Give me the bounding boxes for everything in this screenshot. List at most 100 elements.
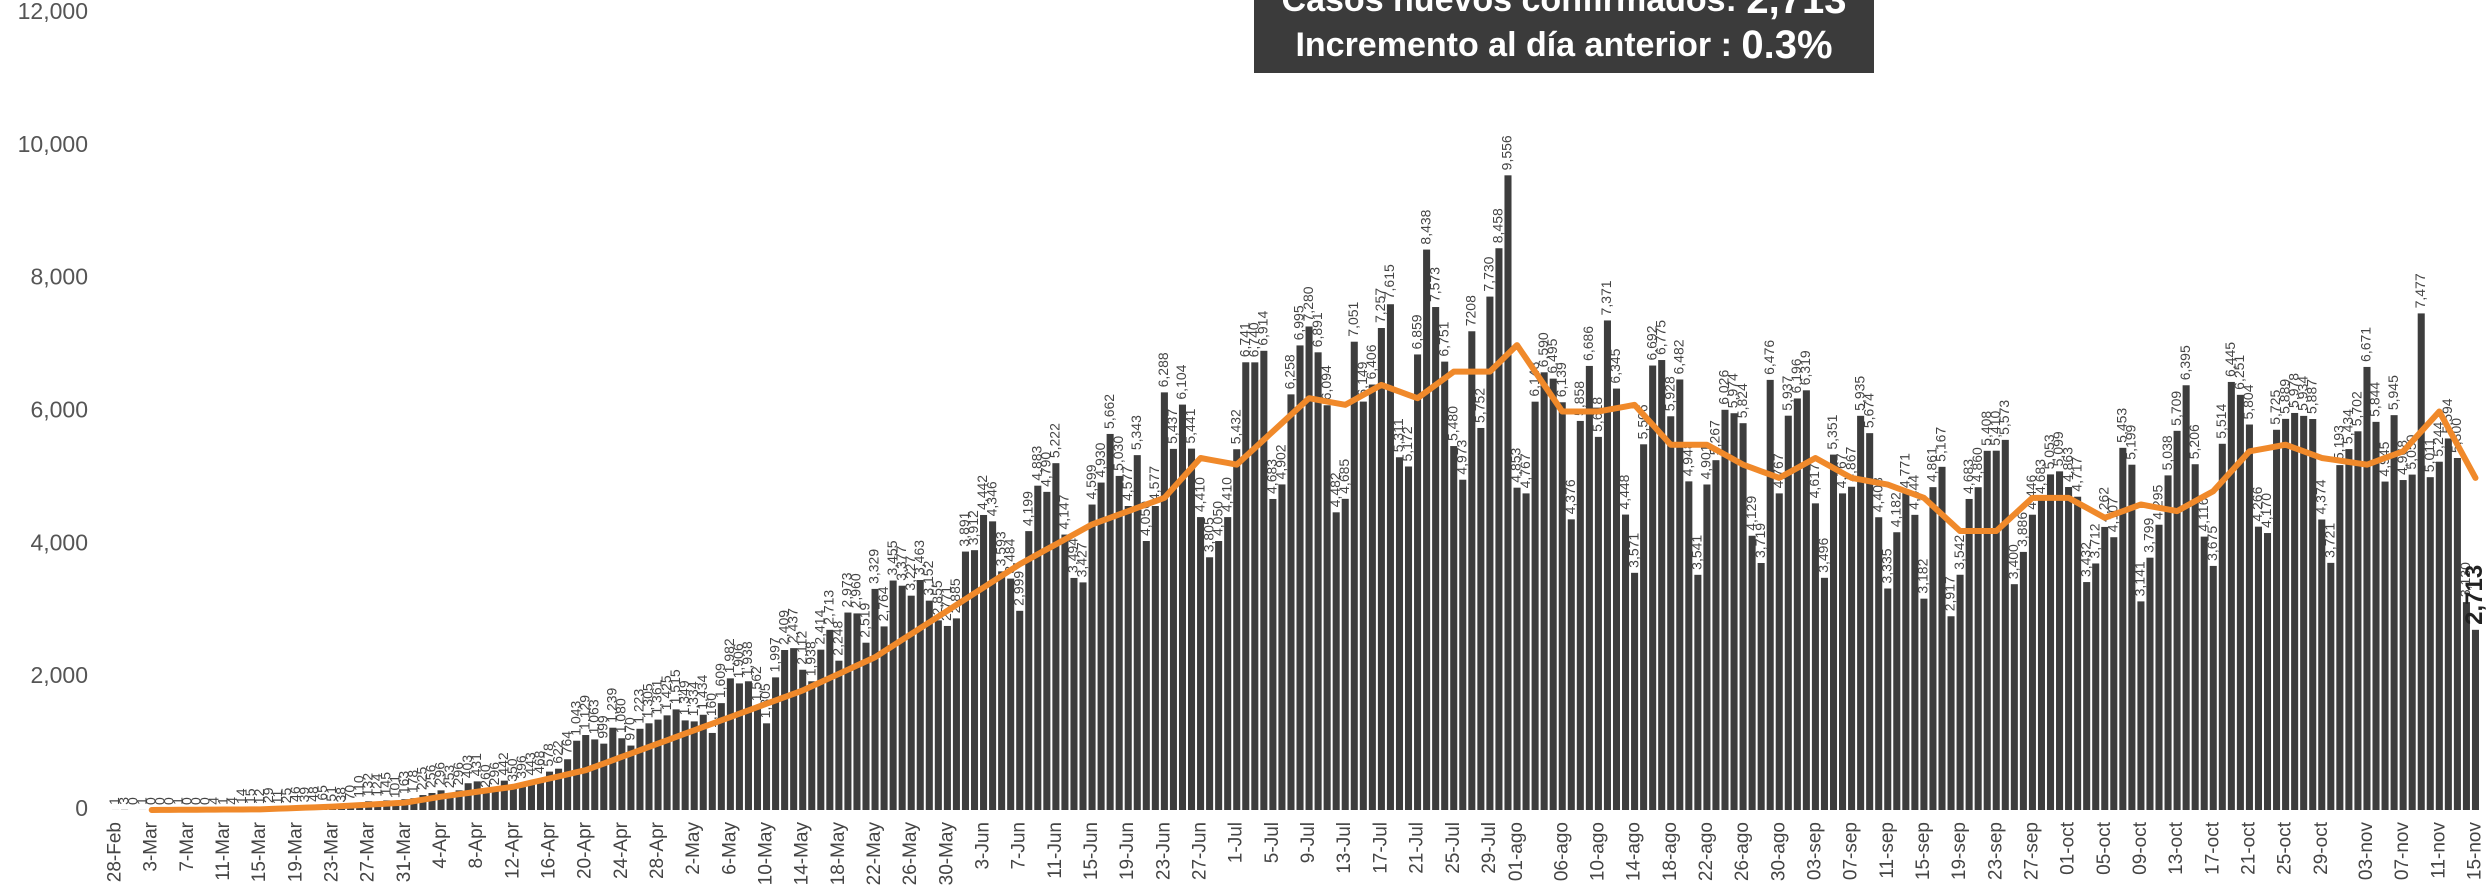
bar [2046,474,2055,810]
value-label: 4,930 [1092,442,1108,477]
bar [1007,578,1015,810]
value-label: 2,713 [821,590,837,625]
x-tick-label: 01-ago [1506,822,1527,881]
bar [1332,512,1340,810]
x-tick-label: 05-oct [2094,821,2115,875]
x-tick-label: 21-Jul [1407,822,1428,874]
bar [2363,366,2371,810]
value-label: 1,063 [585,699,601,734]
x-tick-label: 18-May [828,822,849,886]
value-label: 12 [251,788,267,804]
bar [1359,401,1367,810]
value-label: 65 [314,785,330,801]
value-label: 296 [432,762,448,786]
value-label: 3,891 [956,511,972,546]
bar [1432,307,1440,810]
bar [446,793,454,810]
value-label: 5,099 [2050,431,2066,466]
x-tick-label: 25-Jul [1443,822,1464,874]
bar [536,778,545,810]
bar [699,714,707,810]
value-label: 7208 [1463,295,1479,326]
value-label: 48 [305,786,321,802]
value-label: 4,482 [1327,472,1343,507]
value-label: 6,104 [1173,364,1189,399]
bar [1929,487,1937,810]
bar [1884,588,1892,810]
x-tick-label: 17-oct [2202,821,2223,875]
bar [1938,466,1946,810]
bar [1197,517,1205,810]
value-label: 1 [133,797,149,805]
bar [1540,372,1548,810]
bar [2390,415,2398,810]
value-label: 1,938 [802,641,818,676]
bar [2191,464,2199,810]
bar [1947,616,1955,810]
bar [1622,514,1630,810]
value-label: 1,906 [730,643,746,678]
bar [2182,385,2190,810]
bar [2426,477,2434,810]
bar [1296,345,1304,810]
value-label: 296 [450,762,466,786]
value-label: 0 [188,797,204,805]
bar [654,719,662,810]
value-label: 5,945 [2385,375,2401,410]
annotation-line: Incremento al día anterior : 0.3% [1295,23,1832,67]
value-label: 4,410 [1191,477,1207,512]
value-label: 5,480 [1444,406,1460,441]
bar [2037,498,2045,810]
value-label: 4,442 [974,475,990,510]
bar [2372,421,2380,810]
bar [989,521,997,810]
value-label: 2,973 [839,572,855,607]
bar [1260,350,1268,810]
bar [2056,471,2064,810]
value-label: 5,038 [2159,435,2175,470]
bar [455,790,463,810]
value-label: 25 [278,788,294,804]
value-label: 443 [522,752,538,776]
value-label: 6,671 [2358,327,2374,362]
bar [564,759,572,810]
bar [1386,304,1394,810]
bar [1649,365,1657,810]
moving-average-line [148,342,2479,813]
bar [2318,519,2326,810]
bar [473,781,481,810]
value-label: 5,167 [1933,427,1949,462]
value-label: 5,199 [2123,424,2139,459]
value-label: 5,206 [2186,424,2202,459]
value-label: 15 [242,788,258,804]
bar [1839,493,1847,810]
bar [1305,326,1313,810]
value-label: 6,139 [1553,362,1569,397]
bar [1893,532,1901,810]
bar [2110,537,2118,810]
value-label: 70 [341,785,357,801]
value-label: 6,196 [1788,358,1804,393]
value-label: 2,437 [784,608,800,643]
bar [509,786,517,810]
value-label: 5,594 [2439,398,2455,433]
bar [1088,504,1096,810]
value-label: 3,455 [884,540,900,575]
bar [1368,384,1376,810]
bar [799,669,807,810]
value-label: 4,376 [1562,479,1578,514]
value-label: 7,477 [2412,273,2428,308]
x-tick-label: 27-Mar [358,821,379,882]
value-label: 4,771 [1897,453,1913,488]
bar [2200,536,2208,810]
bar [1956,574,1964,810]
value-label: 5,441 [1182,408,1198,443]
value-label: 6,319 [1797,350,1813,385]
x-tick-label: 20-Apr [575,821,596,879]
bar [1151,506,1159,810]
bar [2128,464,2136,810]
bar [1820,577,1828,810]
value-label: 999 [594,715,610,739]
